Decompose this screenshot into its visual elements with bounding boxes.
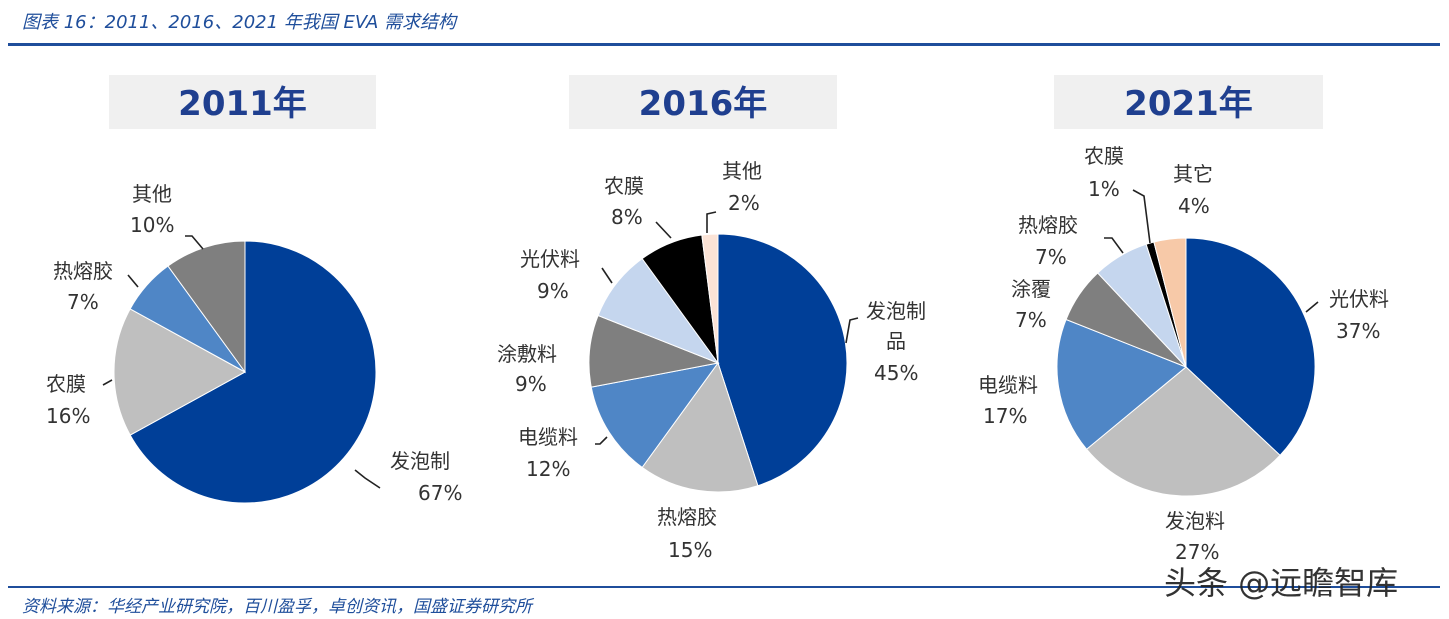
pie-slice-其它	[1153, 237, 1187, 368]
leader-line	[354, 469, 381, 489]
leader-line	[655, 221, 672, 239]
slice-value-label: 16%	[46, 404, 90, 428]
leader-line	[845, 317, 859, 344]
source-note: 资料来源：华经产业研究院，百川盈孚，卓创资讯，国盛证券研究所	[22, 597, 532, 617]
slice-value-label: 8%	[611, 205, 643, 229]
slice-name-label: 其他	[722, 159, 762, 183]
chart-title: 2011年	[178, 84, 307, 124]
pie-slice-电缆料	[590, 362, 720, 469]
slice-name-label: 农膜	[46, 372, 86, 396]
slice-name-label: 涂敷料	[497, 342, 557, 366]
pie-slice-农膜	[113, 308, 247, 436]
leader-line	[1305, 301, 1319, 313]
leader-line	[185, 235, 204, 250]
chart-title-box	[109, 75, 376, 129]
leader-line	[706, 211, 717, 233]
slice-value-label: 7%	[1035, 245, 1067, 269]
slice-value-label: 7%	[67, 290, 99, 314]
slice-name-label: 发泡料	[1165, 509, 1225, 533]
pie-slice-热熔胶	[641, 361, 759, 493]
slice-value-label: 67%	[418, 481, 462, 505]
slice-value-label: 9%	[537, 279, 569, 303]
slice-name-label: 涂覆	[1011, 277, 1051, 301]
watermark: 头条 @远瞻智库	[1164, 564, 1399, 602]
slice-value-label: 17%	[983, 404, 1027, 428]
slice-name-label: 农膜	[1084, 144, 1124, 168]
slice-name-label: 热熔胶	[1018, 213, 1078, 237]
leader-line	[1104, 237, 1124, 254]
slice-name-label: 发泡制	[390, 449, 450, 473]
chart-title: 2016年	[639, 84, 768, 124]
slice-name-label: 发泡制	[866, 299, 926, 323]
slice-name-label: 热熔胶	[53, 259, 113, 283]
pie-slice-光伏料	[1185, 237, 1316, 457]
slice-value-label: 37%	[1336, 319, 1380, 343]
figure-title: 图表 16：2011、2016、2021 年我国 EVA 需求结构	[22, 12, 456, 33]
slice-name-label: 光伏料	[1329, 287, 1389, 311]
leader-line	[102, 379, 113, 386]
pie-slice-发泡制	[129, 240, 377, 504]
slice-name-label: 其它	[1173, 162, 1213, 186]
leader-line	[595, 436, 608, 445]
slice-value-label: 1%	[1088, 177, 1120, 201]
chart-title-box	[569, 75, 837, 129]
slice-name-label: 农膜	[604, 174, 644, 198]
slice-value-label: 10%	[130, 213, 174, 237]
slice-name-label-cont: 品	[886, 329, 906, 353]
slice-name-label: 热熔胶	[657, 505, 717, 529]
slice-name-label: 电缆料	[518, 425, 578, 449]
slice-value-label: 12%	[526, 457, 570, 481]
leader-line	[127, 274, 139, 288]
slice-value-label: 2%	[728, 191, 760, 215]
leader-line	[601, 267, 613, 284]
pie-slice-发泡料	[1085, 366, 1281, 497]
slice-value-label: 27%	[1175, 540, 1219, 564]
pie-slice-电缆料	[1056, 318, 1187, 450]
slice-value-label: 15%	[668, 538, 712, 562]
bottom-rule	[8, 586, 1440, 588]
slice-name-label: 电缆料	[978, 373, 1038, 397]
pie-slice-其他	[701, 233, 719, 364]
pie-slice-其他	[167, 240, 246, 374]
top-rule	[8, 43, 1440, 46]
leader-line	[1132, 189, 1151, 244]
slice-value-label: 45%	[874, 361, 918, 385]
slice-name-label: 光伏料	[520, 247, 580, 271]
slice-value-label: 9%	[515, 372, 547, 396]
slice-name-label: 其他	[132, 182, 172, 206]
slice-value-label: 7%	[1015, 308, 1047, 332]
chart-title-box	[1054, 75, 1323, 129]
slice-value-label: 4%	[1178, 194, 1210, 218]
chart-title: 2021年	[1124, 84, 1253, 124]
